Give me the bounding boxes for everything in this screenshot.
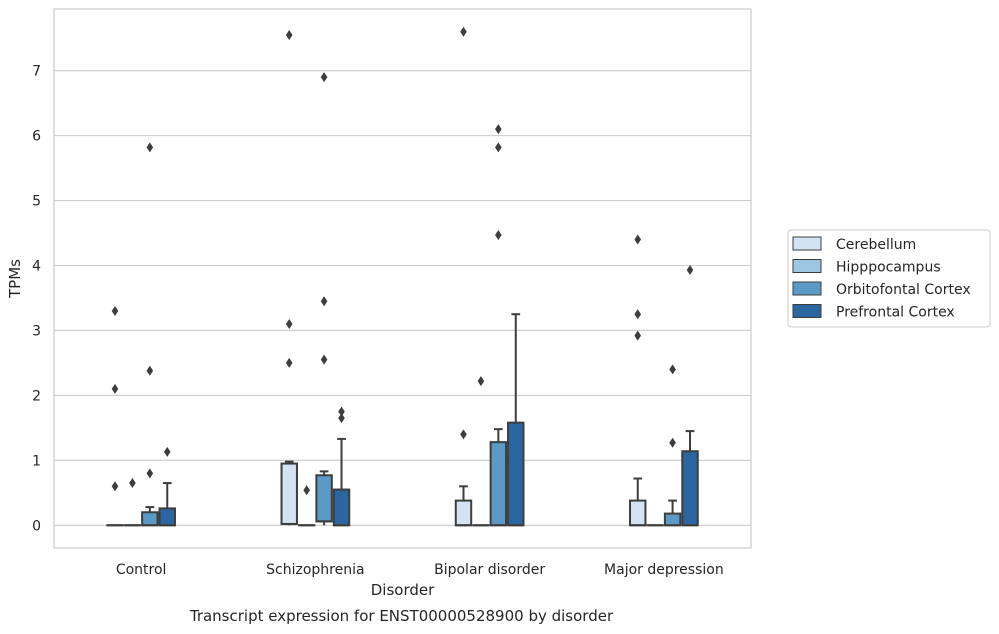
box-iqr [454,499,473,527]
box-iqr [141,511,159,527]
x-tick-label: Major depression [604,562,724,578]
outlier-point [460,429,467,440]
outlier-point [669,437,676,448]
outlier-point [495,142,502,153]
x-axis-label: Disorder [371,581,435,599]
y-tick-label: 0 [32,518,41,534]
box-cerebellum [629,234,647,527]
legend: Cerebellum Hipppocampus Orbitofontal Corte… [787,229,991,328]
outlier-point [285,318,293,329]
x-tick-label: Control [116,562,167,578]
box-cerebellum [454,26,473,527]
outlier-point [338,413,345,424]
box-iqr [332,488,351,527]
y-tick-label: 6 [32,129,41,145]
legend-swatch [792,259,822,273]
outlier-point [634,330,642,341]
outlier-point [495,229,502,240]
box-hipppocampus [297,485,316,527]
box-hipppocampus [123,478,142,527]
box-orbitofontal-cortex [489,124,508,527]
outlier-point [111,383,119,394]
legend-frame [787,229,991,328]
box-iqr [681,450,699,527]
y-axis-ticks: 0 1 2 3 4 5 6 7 [32,64,41,535]
legend-label: Orbitofontal Cortex [836,282,971,298]
x-tick-label: Bipolar disorder [434,562,545,578]
legend-swatch [792,304,822,318]
x-tick-label: Schizophrenia [266,562,364,578]
y-axis-label: TPMs [6,259,24,299]
box-cerebellum [280,29,298,526]
outlier-point [320,296,328,307]
y-tick-label: 7 [32,64,41,80]
box-hipppocampus [472,376,490,527]
legend-label: Cerebellum [836,237,916,253]
outlier-point [163,446,171,457]
plot-area-frame [53,8,752,549]
legend-swatch [792,236,822,251]
box-series [106,26,699,527]
box-prefrontal-cortex [158,446,176,527]
box-iqr [507,421,525,527]
box-iqr [315,474,333,523]
outlier-point [338,406,345,417]
box-iqr [158,507,176,527]
outlier-point [634,309,642,320]
box-orbitofontal-cortex [663,364,682,527]
box-iqr [280,462,298,525]
legend-label: Prefrontal Cortex [836,305,955,321]
box-prefrontal-cortex [332,406,351,527]
box-orbitofontal-cortex [141,142,159,527]
outlier-point [460,26,467,37]
outlier-point [686,265,694,276]
outlier-point [146,142,154,153]
outlier-point [477,376,485,387]
box-orbitofontal-cortex [315,72,333,526]
box-iqr [489,441,508,527]
legend-label: Hipppocampus [836,260,941,276]
outlier-point [146,468,154,479]
outlier-point [285,29,293,40]
box-prefrontal-cortex [681,265,699,527]
outlier-point [320,354,328,365]
outlier-point [634,234,642,245]
outlier-point [495,124,502,135]
outlier-point [669,364,676,375]
y-tick-label: 5 [32,194,41,210]
box-cerebellum [106,305,124,527]
legend-swatch [792,281,822,296]
chart-title: Transcript expression for ENST0000052890… [189,607,614,625]
gridlines [54,70,751,526]
y-tick-label: 2 [32,388,41,404]
box-iqr [629,499,647,527]
x-axis-ticks: Control Schizophrenia Bipolar disorder Majo… [116,562,724,578]
outlier-point [146,365,154,376]
outlier-point [303,485,310,496]
y-tick-label: 1 [32,453,41,469]
y-tick-label: 3 [32,323,41,339]
outlier-point [111,481,119,492]
outlier-point [111,305,119,316]
box-prefrontal-cortex [507,313,525,527]
box-iqr [663,512,682,527]
outlier-point [285,357,293,368]
outlier-point [320,72,328,83]
y-tick-label: 4 [32,259,41,275]
outlier-point [129,478,136,489]
